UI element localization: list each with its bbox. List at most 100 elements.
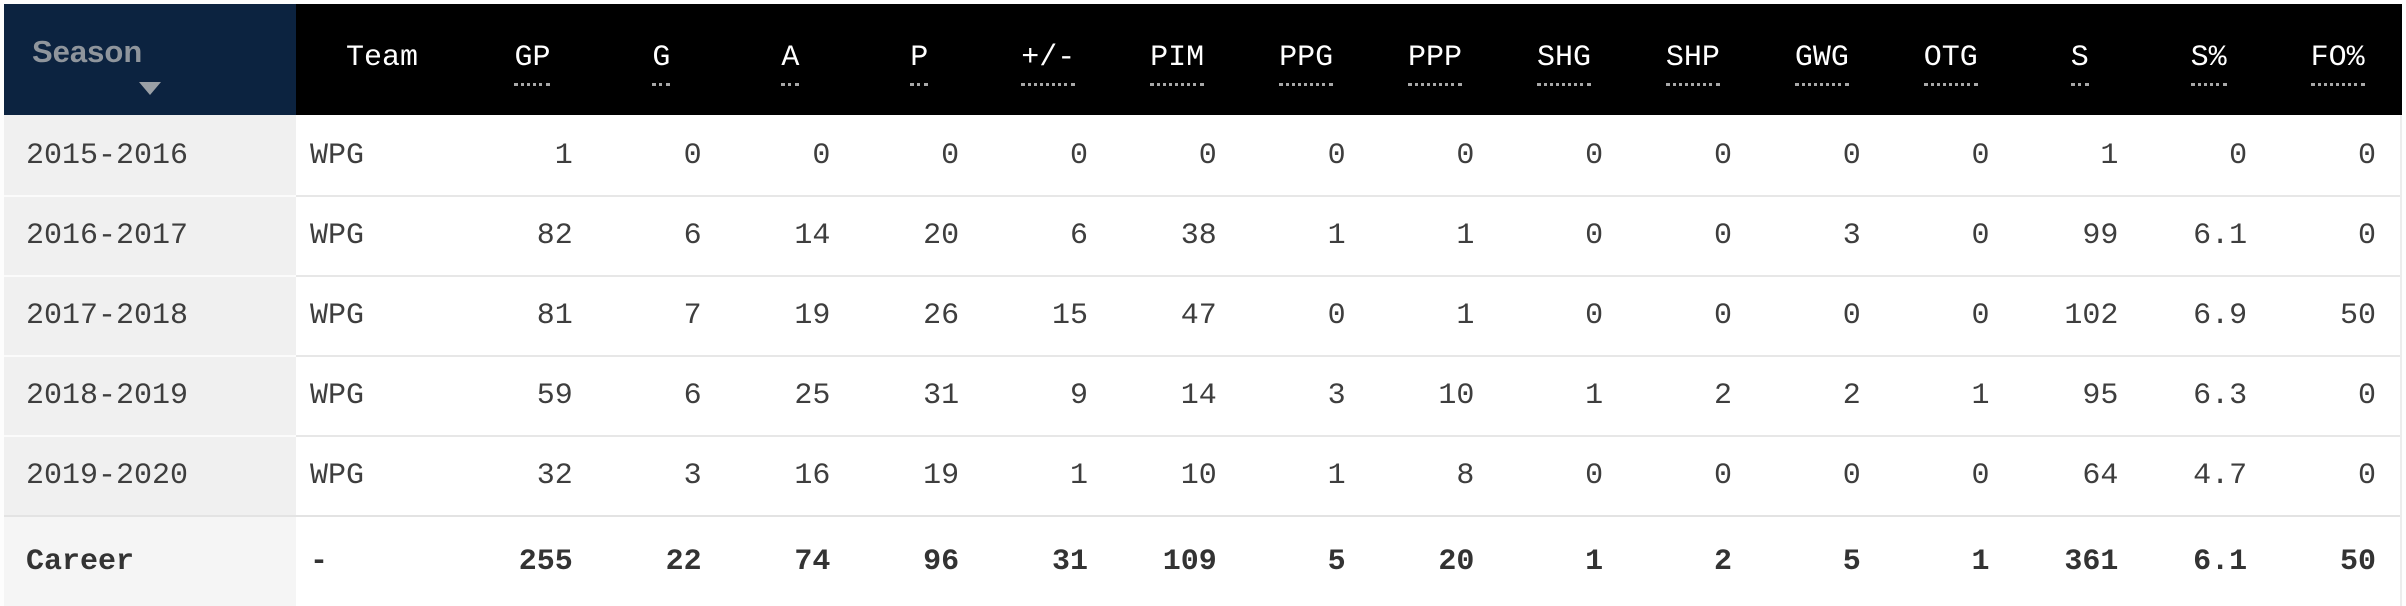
stat-cell-gwg: 3 (1755, 195, 1885, 275)
stat-cell-gwg: 0 (1755, 275, 1885, 355)
stat-cell-pim: 38 (1111, 195, 1241, 275)
stat-cell-ppp: 8 (1369, 435, 1499, 515)
team-cell: WPG (296, 275, 468, 355)
column-header-label: P (910, 41, 929, 86)
stat-cell-p: 31 (854, 355, 984, 435)
column-header-label: OTG (1923, 41, 1978, 86)
column-header-label: GP (514, 41, 551, 86)
stat-cell-fo-pct: 50 (2271, 275, 2400, 355)
stat-cell-s: 64 (2013, 435, 2143, 515)
stat-cell-plus-minus: 15 (983, 275, 1112, 355)
column-header-pim[interactable]: PIM (1113, 4, 1242, 115)
column-header-s[interactable]: S (2015, 4, 2144, 115)
column-header-label: GWG (1794, 41, 1849, 86)
stat-cell-ppg: 1 (1240, 435, 1370, 515)
column-header-shg[interactable]: SHG (1500, 4, 1629, 115)
stat-cell-plus-minus: 31 (983, 515, 1112, 606)
stat-cell-g: 6 (596, 195, 726, 275)
season-cell: 2015-2016 (4, 115, 296, 195)
stat-cell-gp: 81 (468, 275, 597, 355)
column-header-gp[interactable]: GP (468, 4, 597, 115)
column-header-label: Team (345, 41, 418, 75)
stat-cell-otg: 0 (1971, 139, 1990, 173)
stat-cell-s: 95 (2013, 355, 2143, 435)
stat-cell-a: 25 (725, 355, 855, 435)
team-cell: WPG (296, 355, 468, 435)
column-header-season[interactable]: Season (4, 4, 296, 115)
stat-cell-p: 0 (941, 139, 960, 173)
team-cell: WPG (296, 195, 468, 275)
stat-cell-pim: 109 (1111, 515, 1241, 606)
stat-cell-fo-pct: 0 (2271, 355, 2400, 435)
stat-cell-ppg: 1 (1240, 195, 1370, 275)
column-header-p[interactable]: P (855, 4, 984, 115)
stat-cell-pim: 0 (1198, 139, 1217, 173)
stat-cell-plus-minus: 1 (983, 435, 1112, 515)
row-2018-2019: 2018-2019 WPG 59 6 25 31 9 14 3 10 1 2 2 1 95 6.3 0 (4, 355, 2402, 435)
column-header-otg[interactable]: OTG (1886, 4, 2015, 115)
season-cell: 2018-2019 (4, 355, 296, 435)
season-cell: 2017-2018 (4, 275, 296, 355)
season-cell: Career (4, 515, 296, 606)
column-header-gwg[interactable]: GWG (1757, 4, 1886, 115)
stat-cell-p: 19 (854, 435, 984, 515)
stat-cell-otg: 0 (1884, 275, 2014, 355)
stat-cell-s-pct: 6.3 (2142, 355, 2272, 435)
career-row: Career -255 22 74 96 31 109 5 20 1 2 5 1 361 6.1 50 (4, 515, 2402, 606)
stat-cell-a: 19 (725, 275, 855, 355)
column-header-ppg[interactable]: PPG (1242, 4, 1371, 115)
stat-cell-shp: 2 (1627, 515, 1756, 606)
stat-cell-fo-pct: 50 (2271, 515, 2400, 606)
stat-cell-s-pct: 6.1 (2142, 515, 2272, 606)
column-header-team[interactable]: Team (296, 4, 468, 115)
stat-cell-otg: 1 (1884, 515, 2014, 606)
season-header-label: Season (32, 33, 143, 69)
stat-cell-shp: 0 (1627, 195, 1756, 275)
stat-cell-ppg: 0 (1240, 275, 1370, 355)
stat-cell-gwg: 2 (1755, 355, 1885, 435)
row-2019-2020: 2019-2020 WPG 32 3 16 19 1 10 1 8 0 0 0 0 64 4.7 0 (4, 435, 2402, 515)
table-body: 2015-2016 WPG 1 0 0 0 0 0 0 0 0 0 0 0 1 0 0 2016-2017 WPG 8… (4, 115, 2402, 606)
stat-cell-a: 74 (725, 515, 855, 606)
stat-cell-shg: 1 (1498, 515, 1628, 606)
stat-cell-shp: 0 (1713, 139, 1732, 173)
column-header-label: PPP (1408, 41, 1463, 86)
stat-cell-g: 3 (596, 435, 726, 515)
column-header-ppp[interactable]: PPP (1371, 4, 1500, 115)
stat-cell-plus-minus: 0 (1069, 139, 1088, 173)
stat-cell-gp: 82 (468, 195, 597, 275)
row-2016-2017: 2016-2017 WPG 82 6 14 20 6 38 1 1 0 0 3 0 99 6.1 0 (4, 195, 2402, 275)
column-header-a[interactable]: A (726, 4, 855, 115)
column-header-label: SHG (1536, 41, 1591, 86)
stat-cell-s: 102 (2013, 275, 2143, 355)
column-header-label: FO% (2310, 41, 2365, 86)
column-header-plus-minus[interactable]: +/- (984, 4, 1113, 115)
stat-cell-fo-pct: 0 (2271, 435, 2400, 515)
stat-cell-ppg: 3 (1240, 355, 1370, 435)
stat-cell-gwg: 0 (1755, 435, 1885, 515)
stat-cell-p: 96 (854, 515, 984, 606)
stat-cell-shg: 0 (1498, 275, 1628, 355)
column-header-s-pct[interactable]: S% (2144, 4, 2273, 115)
stat-cell-fo-pct: 0 (2357, 139, 2376, 173)
stat-cell-s: 1 (2100, 139, 2119, 173)
stat-cell-gp: 59 (468, 355, 597, 435)
column-header-label: S (2070, 41, 2089, 86)
stat-cell-pim: 47 (1111, 275, 1241, 355)
stat-cell-ppp: 1 (1369, 275, 1499, 355)
row-2015-2016: 2015-2016 WPG 1 0 0 0 0 0 0 0 0 0 0 0 1 0 0 (4, 115, 2402, 195)
column-header-fo-pct[interactable]: FO% (2273, 4, 2402, 115)
stat-cell-shg: 1 (1498, 355, 1628, 435)
column-header-label: G (652, 41, 671, 86)
stat-cell-a: 14 (725, 195, 855, 275)
season-cell: 2019-2020 (4, 435, 296, 515)
column-header-shp[interactable]: SHP (1628, 4, 1757, 115)
column-header-label: SHP (1665, 41, 1720, 86)
stat-cell-shp: 0 (1627, 275, 1756, 355)
stat-cell-gwg: 0 (1842, 139, 1861, 173)
stat-cell-fo-pct: 0 (2271, 195, 2400, 275)
stat-cell-shg: 0 (1585, 139, 1604, 173)
column-header-g[interactable]: G (597, 4, 726, 115)
stat-cell-otg: 0 (1884, 195, 2014, 275)
column-header-label: +/- (1021, 41, 1076, 86)
